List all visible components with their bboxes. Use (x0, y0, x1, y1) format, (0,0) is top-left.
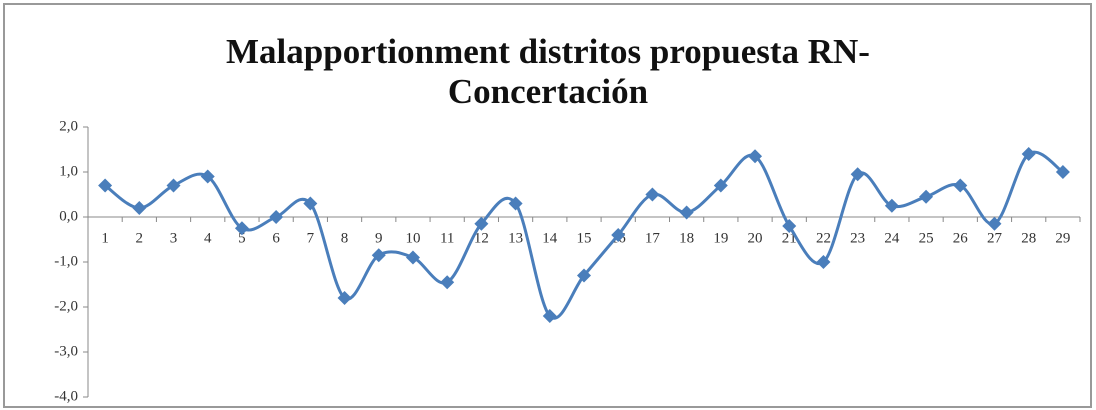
y-tick-label: -3,0 (54, 343, 78, 359)
data-point (269, 210, 284, 224)
x-tick-label: 13 (508, 230, 523, 246)
y-tick-label: 1,0 (59, 163, 78, 179)
data-point (542, 309, 557, 323)
y-tick-label: 0,0 (59, 208, 78, 224)
x-tick-label: 1 (101, 230, 109, 246)
x-tick-label: 20 (748, 230, 763, 246)
data-point (1021, 147, 1036, 161)
x-tick-label: 7 (307, 230, 315, 246)
x-tick-label: 18 (679, 230, 694, 246)
data-point (303, 196, 318, 211)
x-tick-label: 22 (816, 230, 831, 246)
x-tick-label: 28 (1021, 230, 1036, 246)
x-tick-label: 2 (136, 230, 144, 246)
x-tick-label: 25 (919, 230, 934, 246)
x-tick-label: 10 (405, 230, 420, 246)
x-tick-label: 14 (542, 230, 558, 246)
x-tick-label: 15 (577, 230, 592, 246)
data-point (371, 248, 386, 263)
x-tick-label: 9 (375, 230, 383, 246)
data-point (508, 196, 523, 211)
y-tick-label: -4,0 (54, 388, 78, 404)
data-point (1055, 165, 1070, 179)
data-point (748, 149, 763, 164)
data-point (611, 228, 626, 242)
data-point (679, 205, 694, 220)
data-point (98, 178, 113, 193)
x-tick-label: 4 (204, 230, 212, 246)
data-point (132, 201, 147, 215)
x-tick-label: 12 (474, 230, 489, 246)
data-point (953, 178, 968, 193)
x-tick-label: 29 (1055, 230, 1070, 246)
data-point (234, 221, 249, 236)
data-point (440, 275, 455, 290)
x-tick-label: 6 (272, 230, 280, 246)
chart-border (3, 3, 1092, 408)
x-tick-label: 19 (713, 230, 728, 246)
x-tick-label: 17 (645, 230, 661, 246)
x-tick-label: 26 (953, 230, 969, 246)
data-point (577, 268, 591, 283)
y-tick-label: -2,0 (54, 298, 78, 314)
x-tick-label: 11 (440, 230, 454, 246)
data-point (713, 178, 728, 193)
data-point (850, 167, 865, 182)
data-point (337, 291, 352, 305)
y-tick-label: 2,0 (59, 118, 78, 134)
chart-title: Malapportionment distritos propuesta RN-… (226, 32, 870, 111)
data-point (987, 216, 1002, 231)
data-point (405, 250, 420, 265)
x-tick-label: 27 (987, 230, 1003, 246)
data-point (919, 189, 934, 204)
x-tick-label: 24 (884, 230, 900, 246)
data-point (474, 216, 489, 231)
data-point (166, 178, 181, 193)
data-point (816, 255, 831, 269)
x-tick-label: 3 (170, 230, 178, 246)
x-tick-label: 5 (238, 230, 246, 246)
data-point (645, 187, 660, 202)
y-tick-label: -1,0 (54, 253, 78, 269)
data-point (782, 219, 797, 233)
data-point (884, 198, 899, 213)
x-tick-label: 23 (850, 230, 865, 246)
x-tick-label: 8 (341, 230, 349, 246)
data-point (200, 169, 215, 184)
